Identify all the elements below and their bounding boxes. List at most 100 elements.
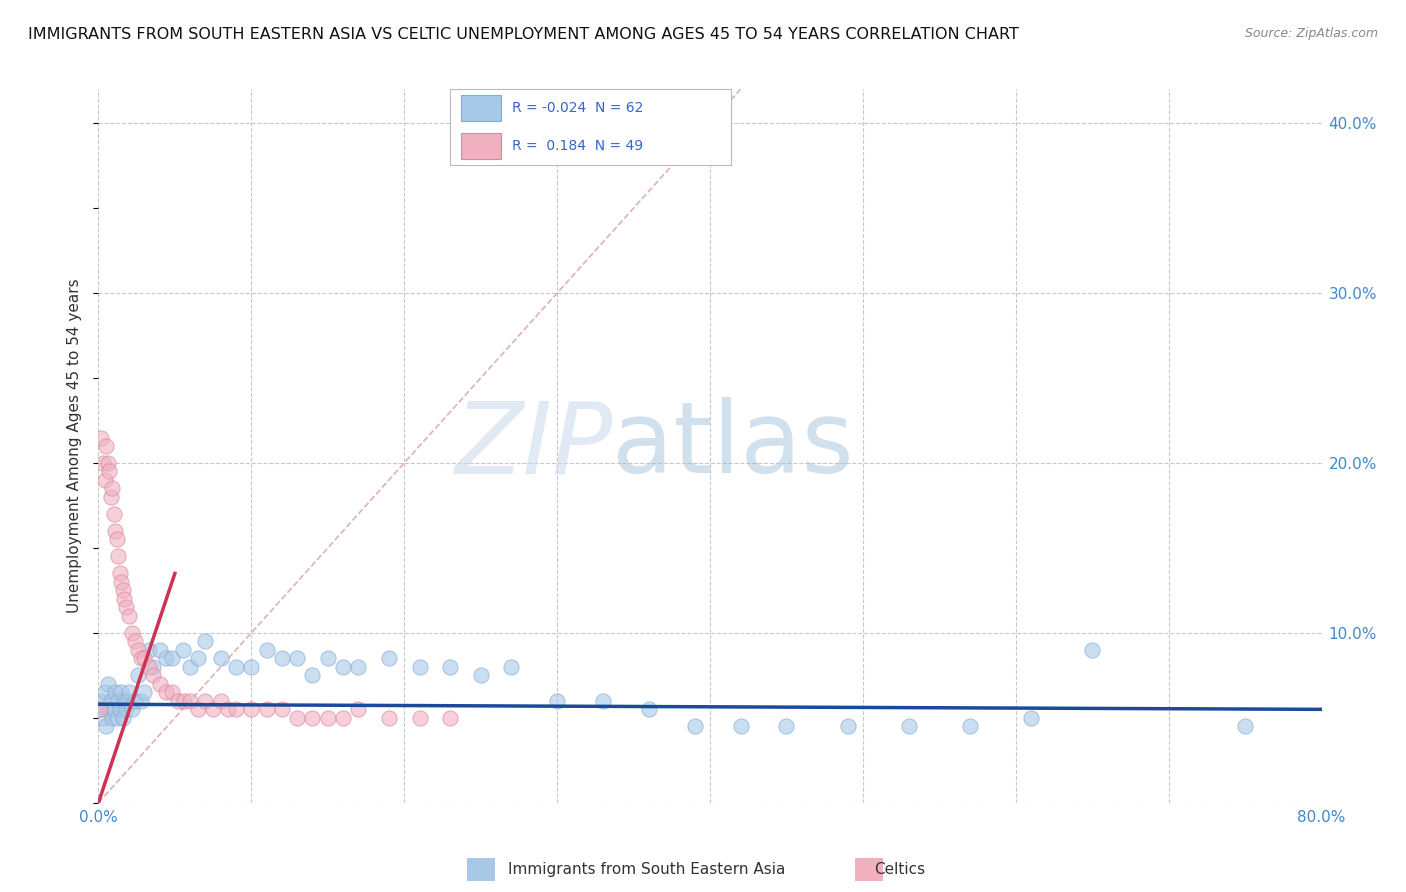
Point [179,660,201,674]
Point [592,694,614,708]
Point [101,711,124,725]
Point [408,711,430,725]
Point [209,651,232,665]
Point [172,643,194,657]
Point [134,651,156,665]
Point [301,711,323,725]
Point [93,685,115,699]
Point [285,651,308,665]
Point [160,651,183,665]
Point [1081,643,1104,657]
Point [107,549,129,564]
Point [347,702,370,716]
Point [115,600,138,615]
Point [115,702,138,716]
Y-axis label: Unemployment Among Ages 45 to 54 years: Unemployment Among Ages 45 to 54 years [67,278,83,614]
Point [167,694,190,708]
Point [959,719,981,733]
Point [501,660,523,674]
Text: Immigrants from South Eastern Asia: Immigrants from South Eastern Asia [508,863,786,877]
Point [90,694,112,708]
Point [104,685,127,699]
Point [105,711,128,725]
Point [187,651,209,665]
Point [90,430,112,444]
Point [155,685,177,699]
Point [118,608,141,623]
Point [637,702,661,716]
Point [111,711,134,725]
Text: ZIP: ZIP [454,398,612,494]
Point [301,668,323,682]
Point [240,660,263,674]
Text: IMMIGRANTS FROM SOUTH EASTERN ASIA VS CELTIC UNEMPLOYMENT AMONG AGES 45 TO 54 YE: IMMIGRANTS FROM SOUTH EASTERN ASIA VS CE… [28,27,1019,42]
Point [112,591,135,606]
Point [160,685,183,699]
Point [100,490,122,504]
Point [408,660,430,674]
Bar [461,95,501,121]
Point [316,651,339,665]
Point [270,651,292,665]
Point [256,702,278,716]
Point [730,719,752,733]
Point [179,694,201,708]
Bar [461,133,501,159]
Point [94,439,117,453]
Point [105,533,128,547]
Point [217,702,239,716]
Point [108,566,131,581]
Point [138,660,160,674]
Point [202,702,225,716]
Point [129,694,152,708]
Text: R =  0.184  N = 49: R = 0.184 N = 49 [512,139,643,153]
Point [97,677,120,691]
Text: Source: ZipAtlas.com: Source: ZipAtlas.com [1244,27,1378,40]
Point [332,711,354,725]
Text: atlas: atlas [612,398,853,494]
Point [100,694,122,708]
Point [121,626,143,640]
Point [93,473,115,487]
Point [117,694,139,708]
Point [546,694,568,708]
Point [1019,711,1042,725]
Point [110,685,132,699]
Point [112,694,135,708]
Point [98,465,121,479]
Point [107,694,129,708]
Point [129,651,152,665]
Point [209,694,232,708]
Point [149,677,172,691]
Point [124,634,146,648]
Point [101,482,124,496]
Point [225,702,247,716]
Point [439,711,461,725]
Point [124,694,146,708]
Point [127,643,149,657]
Point [121,702,143,716]
Point [240,702,263,716]
Point [94,719,117,733]
Point [111,583,134,598]
Point [134,685,156,699]
Point [155,651,177,665]
Point [194,694,217,708]
Point [439,660,461,674]
Point [332,660,354,674]
Point [138,643,160,657]
Point [775,719,797,733]
Point [187,702,209,716]
Point [683,719,706,733]
Point [118,685,141,699]
Point [103,702,125,716]
Point [837,719,859,733]
Point [347,660,370,674]
Text: Celtics: Celtics [875,863,925,877]
Point [149,643,172,657]
Point [270,702,292,716]
Point [89,702,111,716]
Point [1234,719,1257,733]
Point [103,507,125,521]
Point [173,694,195,708]
